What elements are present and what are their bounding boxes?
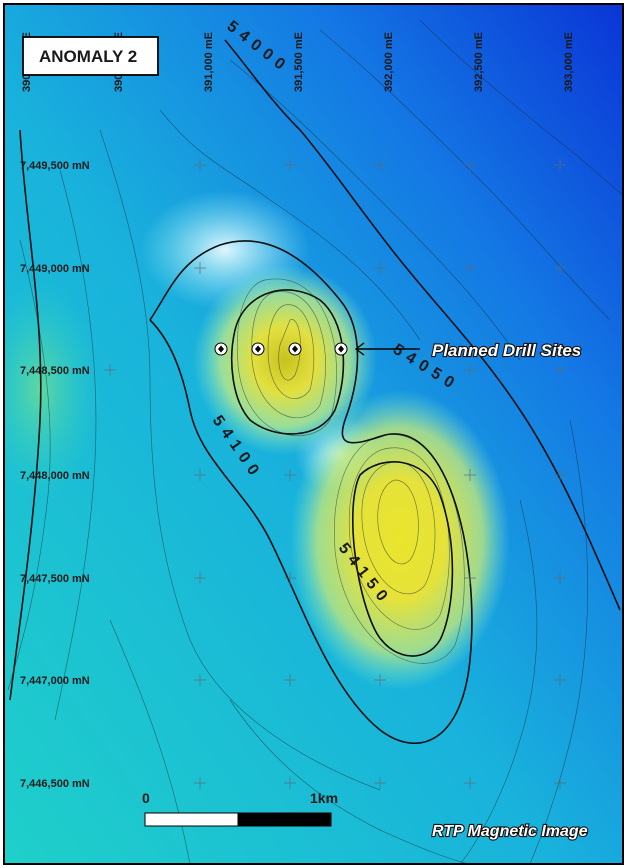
drill-site-marker (251, 342, 265, 356)
map-title: ANOMALY 2 (39, 47, 137, 66)
contour-lines-bold (9, 39, 621, 745)
drill-site-marker (288, 342, 302, 356)
easting-label: 393,000 mE (563, 32, 575, 92)
scale-bar-start-label: 0 (142, 790, 150, 806)
drill-sites-arrow (354, 342, 420, 356)
easting-label: 391,000 mE (203, 32, 215, 92)
map-frame (3, 3, 624, 865)
northing-label: 7,449,000 mN (20, 263, 90, 275)
drill-site-marker (334, 342, 348, 356)
drill-site-marker (214, 342, 228, 356)
northing-label: 7,446,500 mN (20, 778, 90, 790)
scale-bar-end-label: 1km (310, 790, 338, 806)
coordinate-grid-ticks (104, 159, 566, 789)
northing-labels: 7,449,500 mN 7,449,000 mN 7,448,500 mN 7… (20, 160, 90, 790)
scale-bar-white-segment (144, 812, 239, 827)
easting-label: 392,500 mE (473, 32, 485, 92)
northing-label: 7,448,500 mN (20, 365, 90, 377)
scale-bar: 0 1km (142, 790, 338, 827)
drill-sites-label: Planned Drill Sites (432, 341, 581, 360)
contour-lines-fine (7, 19, 623, 864)
drill-sites (214, 342, 348, 356)
northing-label: 7,447,500 mN (20, 573, 90, 585)
northing-label: 7,449,500 mN (20, 160, 90, 172)
northing-label: 7,447,000 mN (20, 675, 90, 687)
scale-bar-black-segment (237, 812, 332, 827)
easting-label: 392,000 mE (383, 32, 395, 92)
title-box (22, 36, 159, 76)
easting-label: 391,500 mE (293, 32, 305, 92)
northing-label: 7,448,000 mN (20, 470, 90, 482)
map-subtitle: RTP Magnetic Image (432, 823, 588, 840)
